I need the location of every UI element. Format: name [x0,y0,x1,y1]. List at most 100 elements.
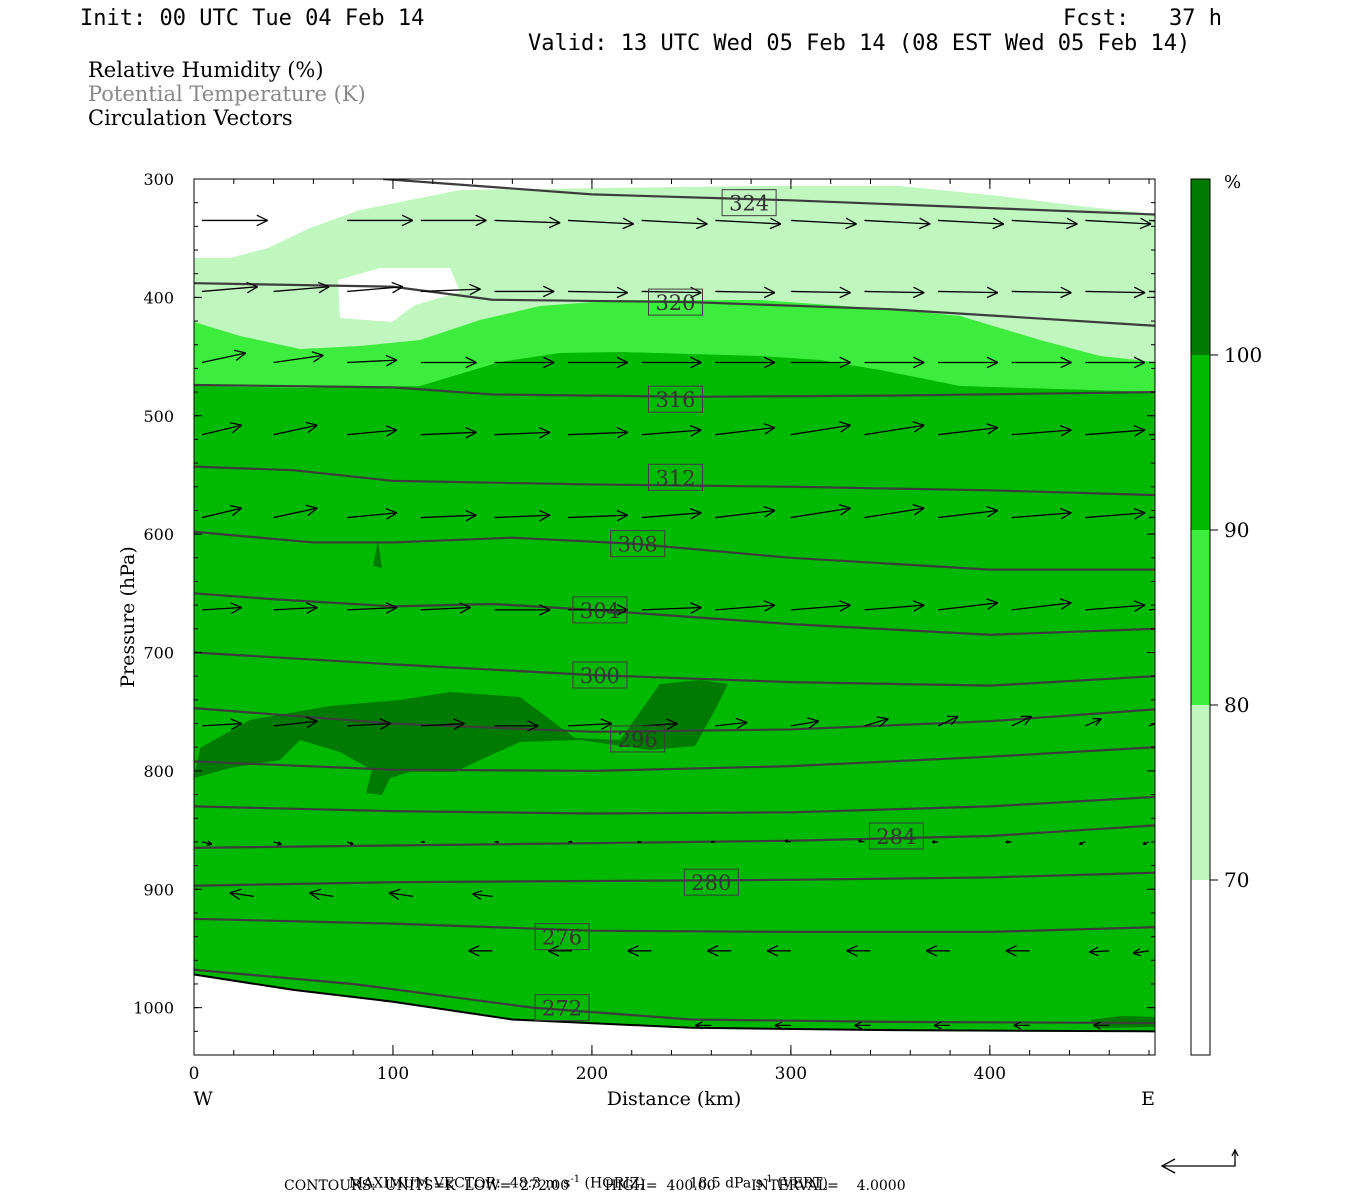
contour-label-276: 276 [534,923,590,951]
isentrope-296 [194,707,1155,733]
circulation-vector [273,602,318,614]
circulation-vector [201,504,243,519]
contour-label-layer: 324 320 316 312 308 304 300 296 284 280 276 272 [534,189,924,1022]
contour-label-284: 284 [868,822,924,850]
x-tick-label: 200 [576,1064,608,1084]
circulation-vector [641,507,702,520]
isentrope-292 [194,746,1155,772]
x-tick-label: 0 [189,1064,200,1084]
colorbar-70-80 [1191,705,1210,880]
isentrope-300 [194,651,1155,687]
circulation-vector [715,505,776,519]
y-axis-label: Pressure (hPa) [117,546,139,688]
y-tick-label: 800 [143,762,174,781]
circulation-vector [864,716,889,728]
colorbar-lt70 [1191,880,1210,1055]
circulation-vector [790,421,851,436]
circulation-vector [201,281,259,294]
circulation-vector [864,356,925,369]
circulation-vector [1085,717,1102,727]
circulation-vector [864,286,925,299]
contour-label-324: 324 [721,189,777,217]
circulation-vector [790,600,851,612]
circulation-vector [494,356,555,369]
x-axis: 0 100 200 300 400 [189,179,1150,1084]
init-time: Init: 00 UTC Tue 04 Feb 14 [80,6,425,31]
circulation-vector [1005,840,1012,844]
isentrope-276 [194,917,1155,933]
colorbar-90-100 [1191,355,1210,530]
circulation-vector [938,356,999,369]
circulation-vector [494,426,551,439]
circulation-vector [641,286,702,299]
y-tick-label: 900 [143,880,174,899]
svg-text:312: 312 [655,466,695,490]
circulation-vector [1013,1021,1030,1030]
circulation-vector [641,217,708,230]
circulation-vector [1085,507,1146,520]
contour-label-280: 280 [683,868,739,896]
circulation-vector [1011,425,1072,437]
circulation-vector [854,1021,871,1030]
circulation-vector [1085,286,1146,299]
circulation-vector [1085,425,1146,437]
colorbar-tick-100: 100 [1224,343,1262,367]
circulation-vector [568,509,629,522]
circulation-vector [637,840,642,844]
contour-label-304: 304 [572,596,628,624]
vector-layer [201,214,1155,1030]
circulation-vector [1005,945,1030,957]
circulation-vector [347,354,398,367]
max-vector-vert-unit: -1 [762,1174,773,1185]
circulation-vector [568,840,573,844]
y-tick-label: 500 [143,407,174,426]
circulation-vector [568,217,635,230]
circulation-vector [468,945,493,957]
circulation-vector [420,283,481,296]
contour-label-316: 316 [647,385,703,413]
circulation-vector [472,890,493,900]
circulation-vector [201,840,213,847]
circulation-vector [790,356,851,369]
circulation-vector [1011,715,1033,727]
circulation-vector [494,604,551,616]
circulation-vector [1085,356,1146,369]
circulation-vector [273,281,330,294]
circulation-vector [1011,598,1072,611]
circulation-vector [420,426,477,439]
circulation-vector [938,423,999,436]
circulation-vector [494,216,561,229]
svg-text:276: 276 [542,926,582,950]
circulation-vector [273,351,324,364]
max-vector-label: MAXIMUM VECTOR: [348,1175,501,1192]
circulation-vector [420,356,477,369]
circulation-vector [931,840,939,844]
circulation-vector [715,356,776,369]
circulation-vector [641,356,702,369]
circulation-vector [273,421,318,436]
circulation-vector [695,1021,712,1030]
circulation-vector [273,504,318,519]
circulation-vector [420,718,465,730]
isentrope-324 [382,179,1155,216]
contour-label-272: 272 [534,994,590,1022]
circulation-vector [201,422,243,436]
svg-text:300: 300 [580,664,620,688]
terrain-mask [194,974,1155,1055]
rh-gt100-spot [373,540,382,568]
circulation-vector [346,841,354,846]
circulation-vector [790,217,857,230]
isentrope-280 [194,871,1155,887]
max-vector-info: MAXIMUM VECTOR: 48.3 m s-1 (HORIZ) 18.5 … [340,1158,828,1192]
circulation-vector [494,509,551,522]
rh-gt100-region [194,680,728,795]
circulation-vector [347,508,398,520]
y-tick-label: 1000 [133,999,174,1018]
circulation-vector [347,214,414,227]
legend-theta: Potential Temperature (K) [88,82,366,106]
max-vector-horiz: 48.3 m s [509,1175,571,1192]
isentrope-288 [194,795,1155,815]
circulation-vector [790,286,851,299]
circulation-vector [1085,217,1152,230]
